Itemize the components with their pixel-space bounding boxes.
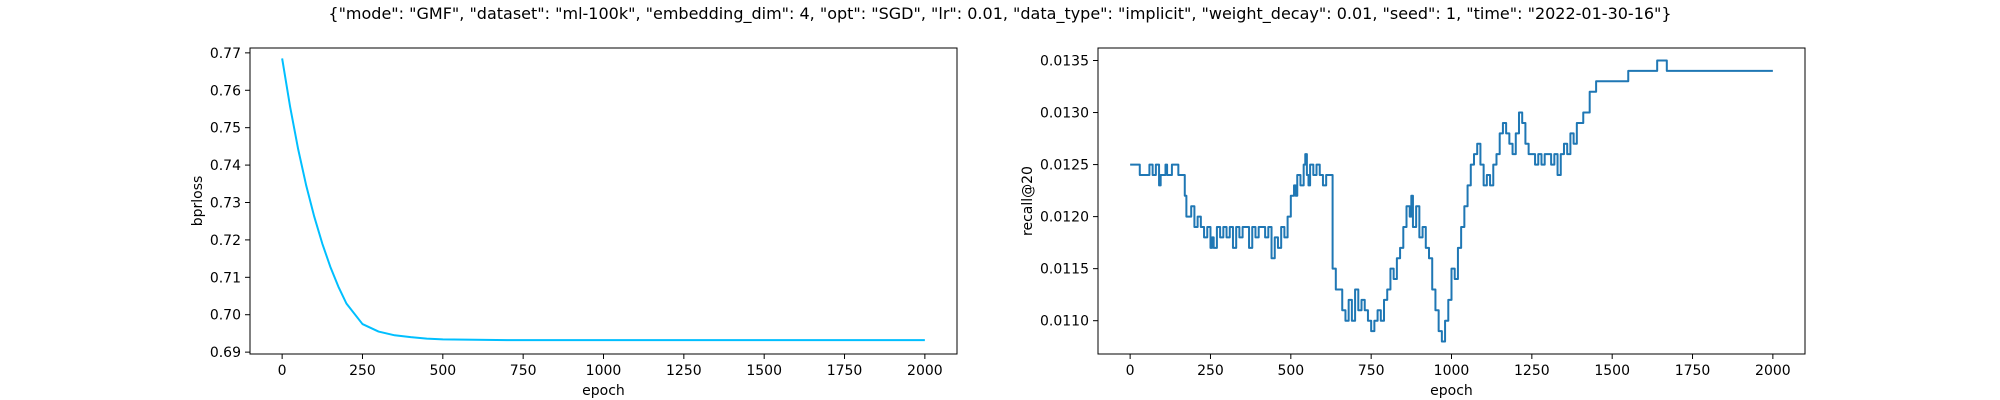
bprloss-line-layer xyxy=(281,58,925,342)
bprloss-y-tick-label: 0.75 xyxy=(210,121,241,137)
bprloss-series-line xyxy=(281,58,925,342)
bprloss-plot-frame xyxy=(249,47,958,355)
bprloss-y-tick-label: 0.69 xyxy=(210,345,241,361)
recall-y-axis-label: recall@20 xyxy=(1020,166,1036,236)
recall-x-tick-label: 0 xyxy=(1126,363,1135,379)
bprloss-y-axis-label: bprloss xyxy=(190,176,206,227)
bprloss-chart: 0 250 500 750 1000 1250 1500 1750 2000 0.69 0.70 0.… xyxy=(190,46,958,399)
recall-x-tick-label: 1250 xyxy=(1514,363,1550,379)
bprloss-x-tick-label: 1500 xyxy=(746,363,782,379)
bprloss-ticks: 0 250 500 750 1000 1250 1500 1750 2000 0.69 0.70 0.… xyxy=(210,46,943,379)
recall-x-tick-label: 2000 xyxy=(1755,363,1791,379)
recall-x-tick-label: 1500 xyxy=(1594,363,1630,379)
recall-chart: 0 250 500 750 1000 1250 1500 1750 2000 0.0110 0.01… xyxy=(1020,47,1806,399)
bprloss-x-tick-label: 1000 xyxy=(586,363,622,379)
bprloss-x-tick-label: 250 xyxy=(349,363,376,379)
recall-x-tick-label: 1750 xyxy=(1675,363,1711,379)
recall-plot-frame xyxy=(1097,47,1806,355)
recall-series-line xyxy=(1130,59,1773,343)
recall-y-tick-label: 0.0115 xyxy=(1040,262,1089,278)
recall-x-tick-label: 250 xyxy=(1197,363,1224,379)
bprloss-x-tick-label: 0 xyxy=(278,363,287,379)
bprloss-y-tick-label: 0.72 xyxy=(210,233,241,249)
bprloss-x-tick-label: 750 xyxy=(510,363,537,379)
recall-y-tick-label: 0.0125 xyxy=(1040,158,1089,174)
recall-ticks: 0 250 500 750 1000 1250 1500 1750 2000 0.0110 0.01… xyxy=(1040,53,1791,379)
bprloss-y-tick-label: 0.70 xyxy=(210,308,241,324)
bprloss-x-tick-label: 1750 xyxy=(827,363,863,379)
recall-x-tick-label: 1000 xyxy=(1434,363,1470,379)
bprloss-x-axis-label: epoch xyxy=(582,383,625,399)
bprloss-y-tick-label: 0.73 xyxy=(210,195,241,211)
bprloss-y-tick-label: 0.77 xyxy=(210,46,241,62)
bprloss-x-tick-label: 500 xyxy=(429,363,456,379)
recall-y-tick-label: 0.0135 xyxy=(1040,53,1089,69)
recall-x-axis-label: epoch xyxy=(1430,383,1473,399)
bprloss-x-tick-label: 1250 xyxy=(666,363,702,379)
recall-y-tick-label: 0.0110 xyxy=(1040,314,1089,330)
recall-x-tick-label: 750 xyxy=(1358,363,1385,379)
figure-title: {"mode": "GMF", "dataset": "ml-100k", "e… xyxy=(328,4,1671,24)
bprloss-y-tick-label: 0.74 xyxy=(210,158,241,174)
bprloss-x-tick-label: 2000 xyxy=(907,363,943,379)
recall-y-tick-label: 0.0130 xyxy=(1040,106,1089,122)
recall-y-tick-label: 0.0120 xyxy=(1040,210,1089,226)
recall-line-layer xyxy=(1130,59,1773,343)
bprloss-y-tick-label: 0.76 xyxy=(210,83,241,99)
recall-x-tick-label: 500 xyxy=(1277,363,1304,379)
bprloss-y-tick-label: 0.71 xyxy=(210,270,241,286)
